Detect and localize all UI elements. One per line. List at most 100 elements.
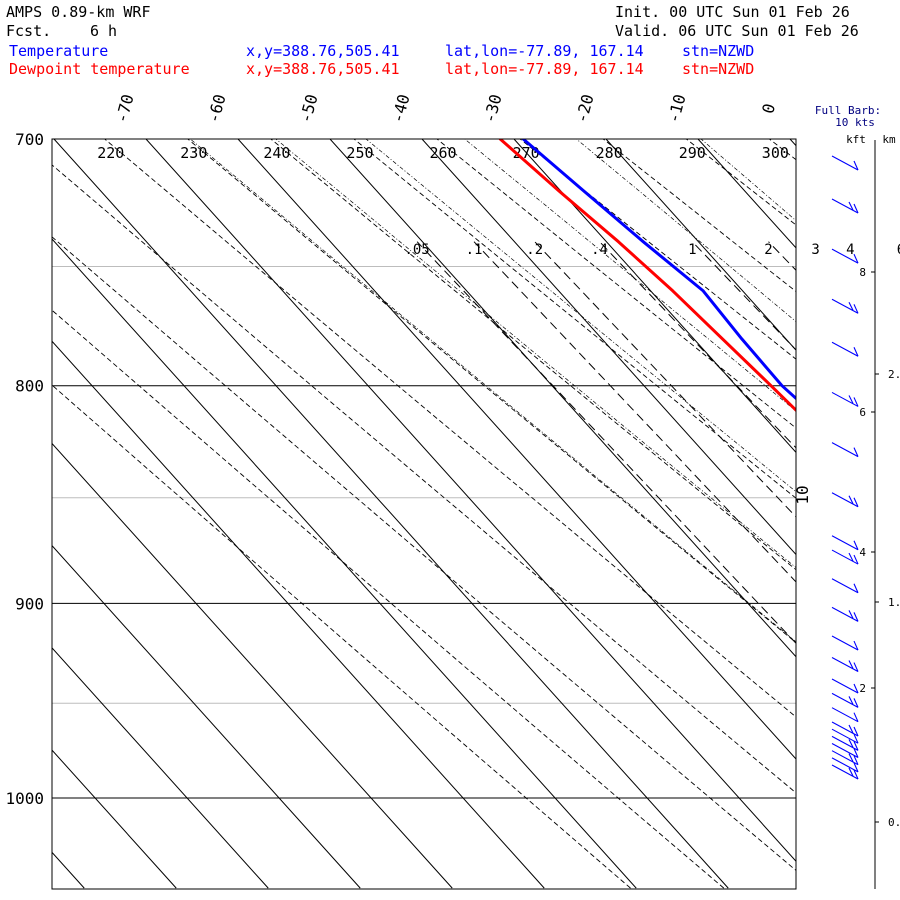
temperature-tick-label: -40 <box>388 92 414 125</box>
legend-temperature-xy: x,y=388.76,505.41 <box>246 42 400 60</box>
wind-profile: Full Barb:10 kts kft km 2 4 6 8 0. 1. 2. <box>815 104 900 889</box>
temperature-tick-text: -70 <box>112 92 138 125</box>
isotherm-line <box>237 139 796 760</box>
temperature-tick-label: -30 <box>480 92 506 125</box>
legend-dewpoint-stn: stn=NZWD <box>682 60 755 78</box>
wind-barb-flag <box>853 554 859 565</box>
wind-barb-flag <box>853 712 859 722</box>
mixing-ratio-line <box>768 241 796 271</box>
mixing-ratio-label: 2 <box>764 242 772 258</box>
mixing-ratio-label: .2 <box>526 242 543 258</box>
dry-adiabat <box>602 139 796 293</box>
wind-barb-flag <box>853 253 859 264</box>
potential-temperature-label: 220 <box>97 144 124 162</box>
pressure-tick-label: 1000 <box>5 789 44 808</box>
wind-barb-flag <box>853 698 859 708</box>
forecast-value: 6 h <box>90 22 118 40</box>
isotherm-line <box>52 749 177 889</box>
legend-temperature-name: Temperature <box>9 42 109 60</box>
potential-temperature-label: 260 <box>430 144 457 162</box>
mixing-ratio-label: .4 <box>591 242 608 258</box>
kft-tick-label: 6 <box>859 406 866 419</box>
dry-adiabat <box>52 236 796 872</box>
wind-barb-flag <box>853 612 859 622</box>
mixing-ratio-line <box>416 241 796 644</box>
wind-barb-shaft <box>831 635 859 651</box>
potential-temperature-label: 240 <box>263 144 290 162</box>
potential-temperature-label: 230 <box>180 144 207 162</box>
temperature-tick-text: -30 <box>480 92 506 125</box>
temperature-tick-text: -40 <box>388 92 414 125</box>
isotherm-line <box>789 139 796 147</box>
wind-barb-flag <box>848 495 854 504</box>
wind-legend-line1: Full Barb: <box>815 104 881 117</box>
wind-barb-flag <box>853 762 859 773</box>
wind-barb-shaft <box>831 198 859 214</box>
temperature-profile <box>521 139 796 401</box>
wind-barb-shaft <box>831 692 859 708</box>
potential-temperature-label: 300 <box>762 144 789 162</box>
wind-barb-flag <box>853 583 859 593</box>
pressure-tick-label: 900 <box>15 594 44 613</box>
wind-barb-shaft <box>831 721 859 737</box>
isotherm-line <box>52 544 361 889</box>
wind-legend-line2: 10 kts <box>835 116 875 129</box>
wind-barb-flag <box>853 741 859 751</box>
isotherm-line <box>52 442 453 889</box>
moist-adiabat <box>700 139 796 222</box>
temperature-tick-label: -50 <box>296 92 322 125</box>
dry-adiabat <box>52 309 725 889</box>
wind-barb-shaft <box>831 549 859 565</box>
mixing-ratio-label: 1 <box>688 242 696 258</box>
temperature-tick-label: -10 <box>664 92 690 125</box>
wind-barb-flag <box>848 302 854 311</box>
valid-time: Valid. 06 UTC Sun 01 Feb 26 <box>615 22 859 40</box>
wind-barb-shaft <box>831 155 859 171</box>
dry-adiabat <box>685 139 796 226</box>
wind-barb-flag <box>853 748 859 758</box>
dry-adiabat <box>270 139 796 571</box>
dry-adiabat <box>436 139 796 429</box>
wind-barb-shaft <box>831 341 859 357</box>
model-title: AMPS 0.89-km WRF <box>6 3 151 21</box>
wind-barb-flag <box>848 395 854 404</box>
isotherm-line <box>52 647 269 889</box>
isotherm-line <box>697 139 796 249</box>
isotherm-line <box>329 139 796 658</box>
dry-adiabat <box>519 139 796 360</box>
wind-barb-shaft <box>831 657 859 673</box>
dewpoint-profile <box>498 139 796 413</box>
mixing-ratio-label: .1 <box>466 242 483 258</box>
km-tick-label: 1. <box>888 596 900 609</box>
wind-barb-shaft <box>831 606 859 622</box>
wind-barb-flag <box>853 683 859 694</box>
moist-adiabat <box>189 139 796 643</box>
wind-barb-flag <box>848 767 854 777</box>
wind-barb-flag <box>853 497 859 507</box>
wind-barb-flag <box>853 203 859 214</box>
wind-barb-shaft <box>831 442 859 458</box>
wind-barb-flag <box>848 201 854 211</box>
kft-tick-label: 4 <box>859 546 866 559</box>
wind-barb-flag <box>848 753 854 762</box>
wind-barb-flag <box>848 660 854 669</box>
isotherm-line <box>421 139 796 556</box>
profile-lines <box>498 139 796 413</box>
wind-barb-flag <box>848 724 854 734</box>
isotherm-line <box>145 139 796 862</box>
wind-barb-shaft <box>831 735 859 751</box>
wind-barb-flag <box>853 160 859 171</box>
legend-dewpoint-latlon: lat,lon=-77.89, 167.14 <box>445 60 644 78</box>
legend-temperature-stn: stn=NZWD <box>682 42 755 60</box>
kft-tick-label: 2 <box>859 682 866 695</box>
wind-barb-flag <box>853 347 859 357</box>
mixing-ratio-label: .05 <box>404 242 429 258</box>
mixing-ratio-line <box>599 241 796 449</box>
temperature-tick-label: -70 <box>112 92 138 125</box>
dry-adiabat <box>104 139 796 718</box>
wind-barb-flag <box>848 696 854 705</box>
wind-barb-shaft <box>831 391 859 407</box>
moist-adiabat <box>799 112 900 888</box>
